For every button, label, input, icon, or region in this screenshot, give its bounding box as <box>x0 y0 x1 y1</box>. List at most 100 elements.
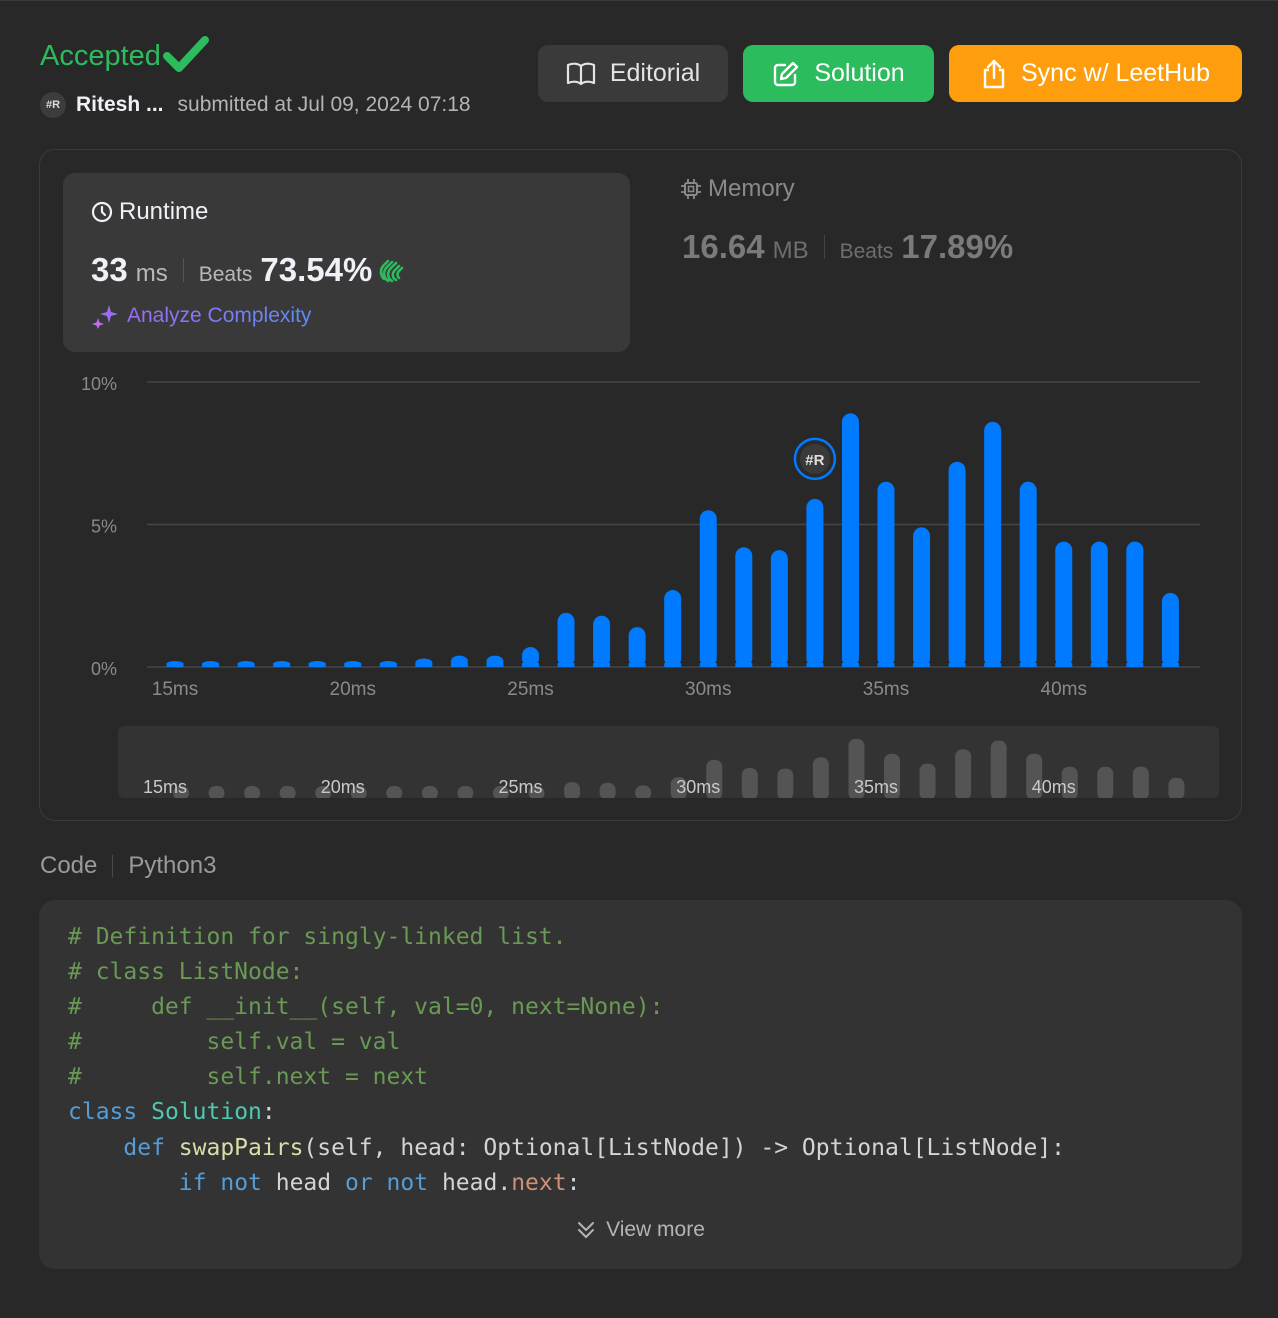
mini-bar <box>812 757 829 798</box>
x-tick-label: 15ms <box>152 679 198 700</box>
runtime-metric: 33 ms Beats 73.54% <box>91 251 406 289</box>
bar-base <box>379 663 397 667</box>
bar-base <box>1126 663 1144 667</box>
sync-leethub-button[interactable]: Sync w/ LeetHub <box>949 45 1242 102</box>
memory-beats-label: Beats <box>839 240 894 263</box>
memory-title-text: Memory <box>708 175 795 202</box>
mini-bar <box>528 786 545 798</box>
clapping-hands-icon <box>380 259 404 283</box>
mini-bar <box>635 785 652 798</box>
editorial-button[interactable]: Editorial <box>538 45 728 102</box>
editorial-label: Editorial <box>609 59 701 87</box>
avatar[interactable]: #R <box>40 92 66 118</box>
memory-beats-value: 17.89% <box>901 228 1014 265</box>
bar-base <box>450 663 468 667</box>
chart-range-slider[interactable]: 15ms 20ms 25ms 30ms 35ms 40ms <box>118 726 1219 798</box>
code-text: # Definition for singly-linked list. # c… <box>68 924 1066 1196</box>
range-slider-preview[interactable]: 15ms 20ms 25ms 30ms 35ms 40ms <box>118 726 1219 798</box>
code-block[interactable]: # Definition for singly-linked list. # c… <box>39 900 1242 1269</box>
analyze-complexity-link[interactable]: Analyze Complexity <box>91 303 311 329</box>
bar-base <box>237 663 255 667</box>
mini-x-label: 20ms <box>321 777 365 797</box>
x-tick-label: 25ms <box>507 679 553 700</box>
analyze-complexity-label: Analyze Complexity <box>127 304 312 327</box>
mini-bar <box>564 782 581 798</box>
mini-bar <box>1097 766 1114 798</box>
top-divider <box>0 0 1278 5</box>
double-chevron-down-icon <box>578 1222 595 1238</box>
mini-bar <box>1132 766 1149 798</box>
mini-bar <box>777 768 794 798</box>
mini-bar <box>173 786 189 798</box>
memory-title[interactable]: Memory <box>680 175 795 203</box>
bar <box>1161 592 1179 667</box>
bar-base <box>913 663 931 667</box>
solution-label: Solution <box>814 59 905 87</box>
mini-bar <box>1061 766 1078 798</box>
mini-bar <box>1168 777 1185 798</box>
x-tick-label: 20ms <box>330 679 376 700</box>
runtime-title-text: Runtime <box>119 198 209 225</box>
x-tick-label: 40ms <box>1041 679 1087 700</box>
mini-x-label: 30ms <box>676 777 720 797</box>
bar <box>522 647 539 667</box>
x-tick-label: 35ms <box>863 679 909 700</box>
submission-status: Accepted <box>40 36 209 74</box>
submitter-name[interactable]: Ritesh ... <box>76 93 164 116</box>
divider <box>112 855 114 877</box>
mini-bar <box>315 786 332 798</box>
bar-base <box>735 663 753 667</box>
bar-base <box>344 663 362 667</box>
view-more-button[interactable]: View more <box>39 1218 1242 1242</box>
check-icon <box>162 36 209 72</box>
mini-bar <box>279 786 296 798</box>
mini-x-label: 40ms <box>1032 777 1076 797</box>
mini-bar <box>741 767 758 798</box>
memory-metric: 16.64 MB Beats 17.89% <box>682 228 1013 266</box>
runtime-distribution-chart[interactable]: 10% 5% 0% 15ms 20ms 25ms 30ms 35ms 40ms #R <box>40 365 1241 705</box>
mini-bar <box>599 782 616 798</box>
bar-base <box>628 663 646 667</box>
share-icon <box>983 59 1005 88</box>
bar-base <box>273 663 291 667</box>
mini-bar <box>492 786 509 798</box>
runtime-beats-label: Beats <box>198 263 253 286</box>
bar-base <box>557 663 575 667</box>
submitter-info: #R Ritesh ... submitted at Jul 09, 2024 … <box>40 92 471 118</box>
bar-base <box>1090 663 1108 667</box>
bar-base <box>770 663 788 667</box>
runtime-value: 33 <box>91 251 128 288</box>
bar-base <box>166 663 184 667</box>
mini-bar <box>386 786 403 798</box>
bar-base <box>699 663 717 667</box>
view-more-label: View more <box>606 1218 705 1241</box>
runtime-beats-value: 73.54% <box>260 251 373 288</box>
bar <box>948 461 966 667</box>
code-language: Python3 <box>128 852 217 879</box>
memory-unit: MB <box>772 237 809 264</box>
runtime-card[interactable]: Runtime 33 ms Beats 73.54% Analyze Compl… <box>63 173 630 352</box>
bar <box>877 481 895 667</box>
divider <box>182 258 184 282</box>
y-tick-label: 10% <box>81 374 117 394</box>
user-marker-label: #R <box>805 452 824 469</box>
mini-bar <box>955 749 972 798</box>
x-tick-label: 30ms <box>685 679 731 700</box>
mini-bar <box>421 786 438 798</box>
edit-icon <box>774 61 799 86</box>
bar-base <box>1019 663 1037 667</box>
bar-base <box>664 663 682 667</box>
mini-x-label: 15ms <box>143 777 187 797</box>
bar <box>984 421 1002 667</box>
solution-button[interactable]: Solution <box>743 45 934 102</box>
mini-bar <box>208 786 225 798</box>
bar <box>1019 481 1037 667</box>
mini-x-label: 25ms <box>499 777 543 797</box>
bar-base <box>841 663 859 667</box>
sync-label: Sync w/ LeetHub <box>1021 59 1210 87</box>
y-tick-label: 0% <box>91 659 117 679</box>
chip-icon <box>681 179 701 199</box>
code-label: Code <box>40 852 98 879</box>
bar-base <box>1055 663 1073 667</box>
bar-base <box>202 663 220 667</box>
